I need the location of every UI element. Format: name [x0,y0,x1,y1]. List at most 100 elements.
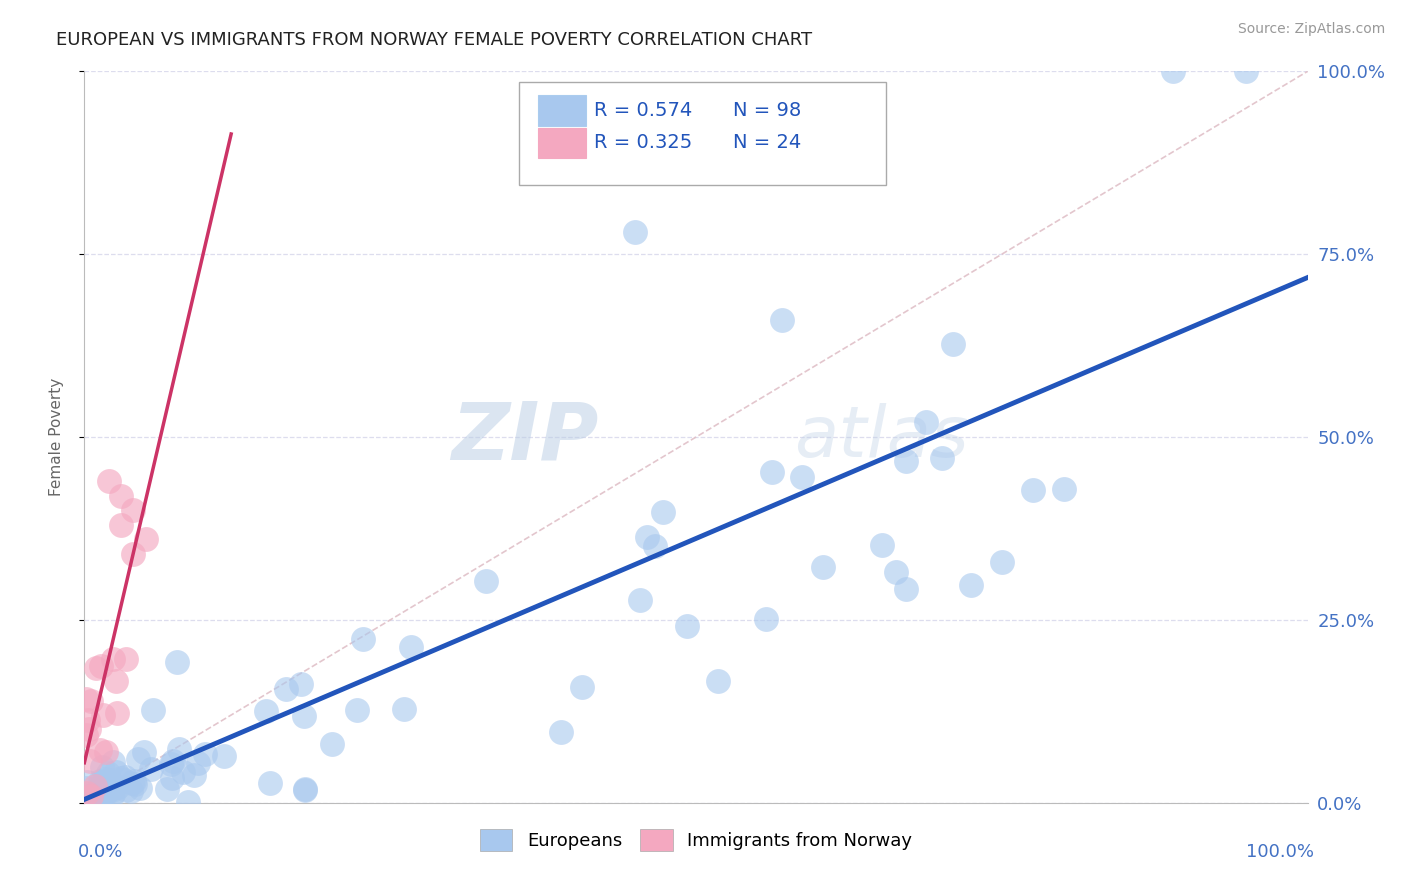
Point [100,783,122,797]
Text: EUROPEAN VS IMMIGRANTS FROM NORWAY FEMALE POVERTY CORRELATION CHART: EUROPEAN VS IMMIGRANTS FROM NORWAY FEMAL… [56,31,813,49]
Point [162,755,184,769]
Point [90,659,112,673]
Point [79,754,101,768]
Point [475,574,498,588]
FancyBboxPatch shape [538,128,586,159]
Point [652,505,675,519]
Point [290,677,312,691]
Point [76,795,98,809]
Point [75,728,97,742]
Point [139,762,162,776]
Point [80,788,103,802]
Point [98,777,121,791]
Point [89,742,111,756]
Point [83,789,105,803]
Point [884,566,907,580]
Point [100,789,122,804]
Point [194,747,217,761]
Text: atlas: atlas [794,402,969,472]
Point [896,582,918,596]
Point [86,786,108,800]
Point [644,539,666,553]
Point [550,725,572,739]
Point [914,415,936,429]
Point [89,774,111,789]
Text: 100.0%: 100.0% [1246,843,1313,861]
Point [162,771,184,785]
Point [79,792,101,806]
Point [156,782,179,797]
Point [90,780,112,794]
Text: N = 98: N = 98 [733,101,801,120]
FancyBboxPatch shape [538,95,586,127]
Point [94,772,117,786]
Point [84,789,107,803]
Point [172,765,194,780]
Point [75,780,97,795]
Point [790,470,813,484]
Point [90,789,112,804]
Point [94,745,117,759]
Point [112,772,135,787]
Point [142,703,165,717]
Point [97,474,120,488]
Point [276,682,298,697]
Point [82,792,104,806]
Point [77,713,100,727]
Point [76,795,98,809]
Y-axis label: Female Poverty: Female Poverty [49,378,63,496]
Point [91,760,114,774]
Point [93,777,115,791]
Point [176,795,198,809]
Point [96,779,118,793]
Text: ZIP: ZIP [451,398,598,476]
Point [872,538,894,552]
Point [1053,482,1076,496]
Point [931,451,953,466]
Text: R = 0.325: R = 0.325 [595,133,693,152]
Point [110,489,132,503]
Point [294,781,316,796]
Point [392,702,415,716]
Point [127,752,149,766]
Point [187,756,209,771]
Point [76,786,98,800]
Point [93,786,115,800]
Text: Source: ZipAtlas.com: Source: ZipAtlas.com [1237,22,1385,37]
Point [98,783,121,797]
Point [160,756,183,771]
Point [294,782,316,797]
Point [82,786,104,800]
Point [107,780,129,795]
Point [110,772,132,786]
Point [80,694,103,708]
Point [75,691,97,706]
Point [114,770,136,784]
Point [87,792,110,806]
Point [352,632,374,646]
Point [129,781,152,796]
Point [120,784,142,798]
Text: N = 24: N = 24 [733,133,801,152]
Point [110,517,132,532]
Point [122,773,145,788]
Point [761,465,783,479]
Point [991,555,1014,569]
Point [132,745,155,759]
Text: R = 0.574: R = 0.574 [595,101,693,120]
Point [321,737,343,751]
Point [122,547,145,561]
Point [96,787,118,801]
Point [346,703,368,717]
Point [94,777,117,791]
Point [811,560,834,574]
Point [96,783,118,797]
Point [676,619,699,633]
Point [183,768,205,782]
Point [79,789,101,804]
Point [166,655,188,669]
Legend: Europeans, Immigrants from Norway: Europeans, Immigrants from Norway [471,820,921,860]
Point [84,661,107,675]
Point [124,777,146,791]
Point [93,785,115,799]
